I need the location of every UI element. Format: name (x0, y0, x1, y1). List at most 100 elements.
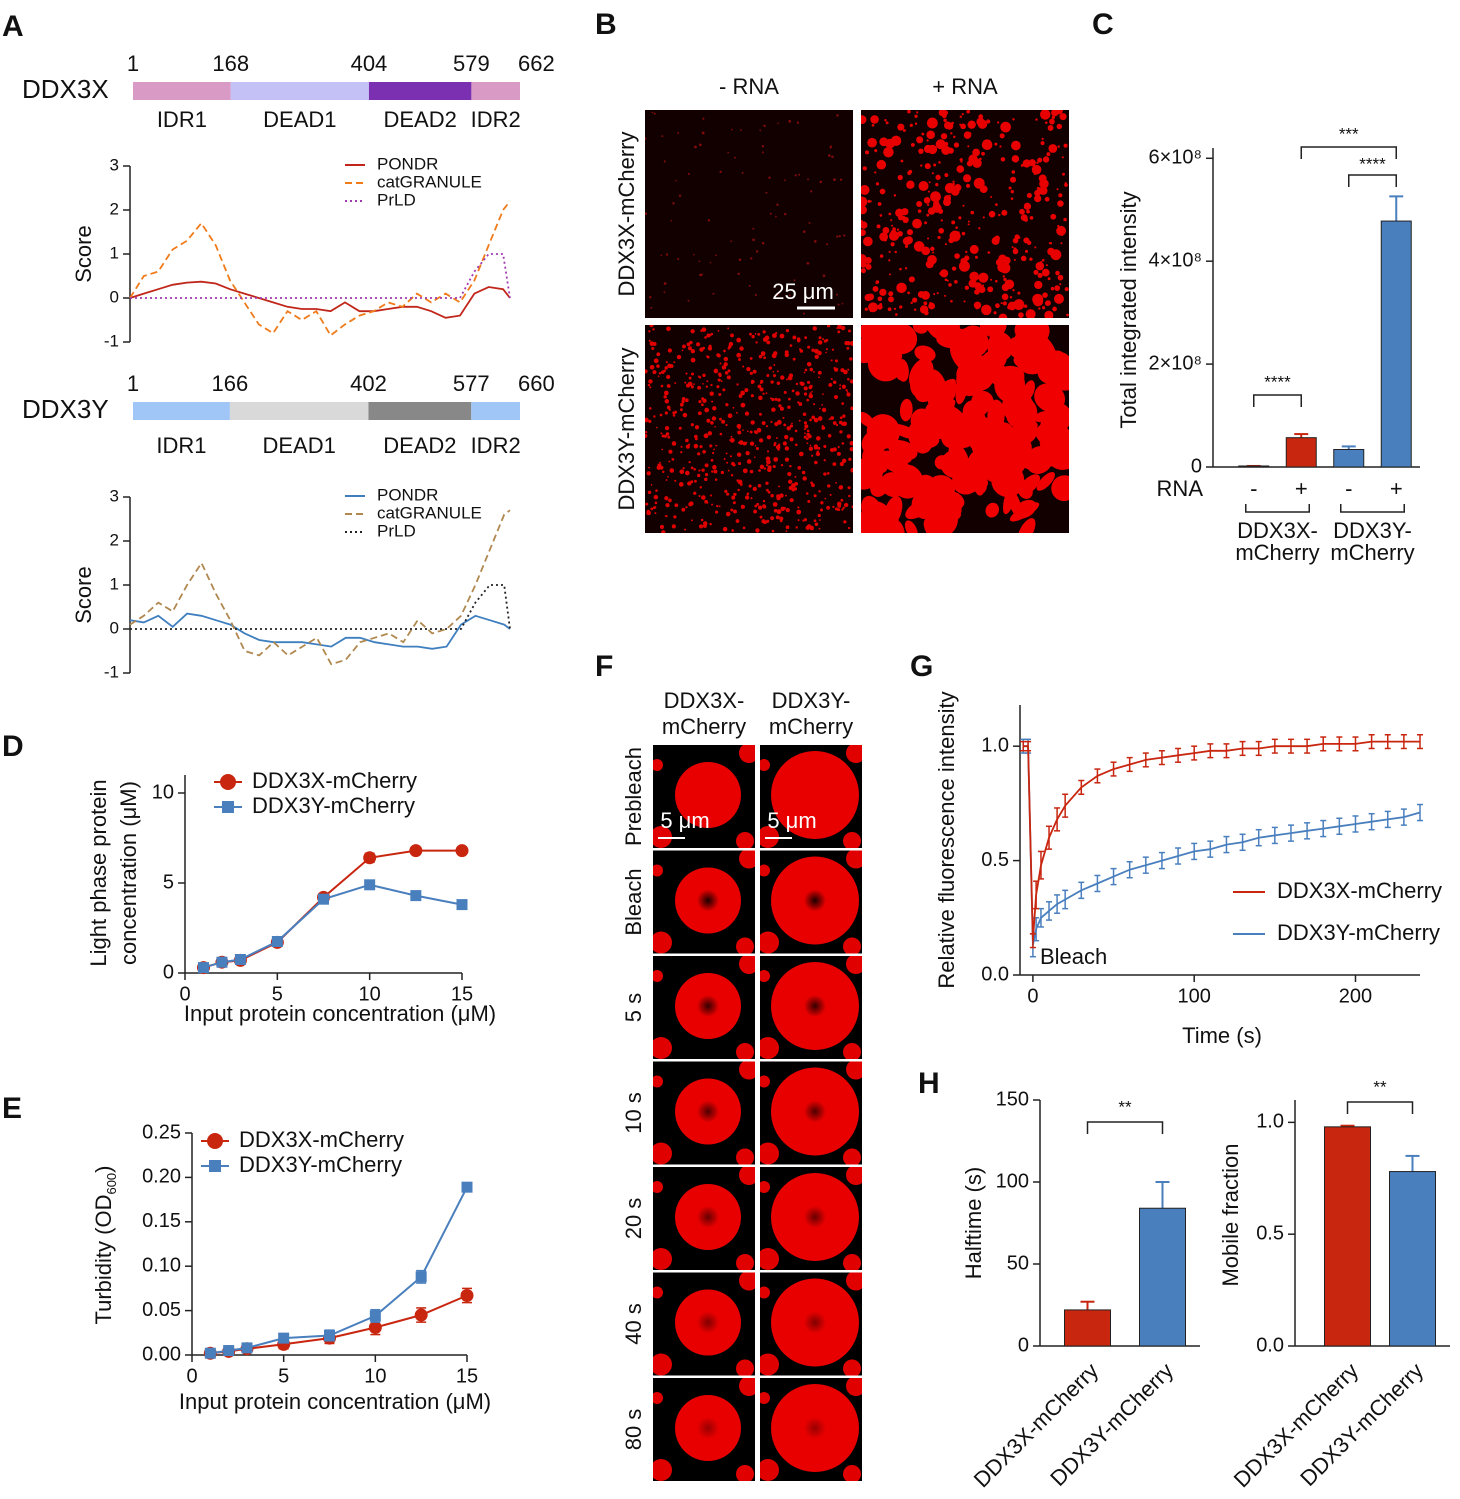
droplet (744, 388, 749, 393)
droplet (935, 142, 938, 145)
droplet (972, 148, 980, 157)
droplet (647, 490, 652, 495)
series-line (1023, 740, 1420, 941)
droplet (964, 285, 970, 290)
droplet (1003, 277, 1007, 282)
droplet (717, 354, 721, 358)
droplet (834, 367, 839, 372)
droplet (646, 471, 651, 476)
bar (1139, 1207, 1186, 1347)
droplet (719, 432, 723, 436)
droplet (768, 366, 773, 370)
droplet (653, 864, 663, 877)
x-axis-label: Input protein concentration (μM) (179, 1389, 491, 1414)
droplet (739, 745, 755, 763)
droplet (932, 251, 935, 254)
droplet (828, 154, 831, 157)
droplet (937, 235, 941, 240)
droplet (806, 398, 810, 402)
droplet (754, 444, 757, 447)
droplet (778, 485, 781, 488)
group-label: mCherry (1235, 540, 1319, 565)
marker (460, 1289, 474, 1303)
droplet (1033, 311, 1036, 314)
droplet (927, 254, 937, 265)
droplet (718, 372, 722, 376)
droplet (760, 759, 770, 771)
droplet (741, 172, 744, 175)
droplet (1044, 310, 1054, 318)
droplet (879, 254, 884, 258)
droplet (1061, 228, 1065, 231)
droplet (833, 394, 839, 400)
droplet (963, 300, 966, 303)
droplet (999, 145, 1002, 148)
droplet (944, 278, 948, 282)
droplet (769, 212, 772, 215)
droplet (794, 475, 797, 478)
droplet (812, 326, 817, 331)
bleach-spot (697, 1100, 719, 1123)
droplet (817, 446, 821, 450)
droplet (757, 505, 763, 510)
droplet (861, 268, 866, 274)
droplet (674, 410, 678, 414)
droplet (710, 470, 714, 473)
droplet (737, 479, 743, 485)
droplet (955, 226, 958, 229)
droplet (758, 469, 761, 472)
droplet (726, 461, 729, 464)
droplet (737, 488, 740, 492)
x-tick-label: 5 (272, 983, 283, 1005)
droplet (1041, 137, 1044, 140)
droplet (653, 1392, 663, 1404)
droplet (1041, 258, 1045, 262)
droplet (700, 525, 703, 528)
droplet (739, 850, 755, 869)
droplet (733, 156, 736, 159)
droplet (738, 394, 743, 398)
droplet (978, 416, 1008, 442)
droplet (921, 132, 925, 136)
droplet (660, 384, 664, 388)
droplet (666, 384, 671, 388)
droplet (1059, 113, 1067, 121)
droplet (679, 408, 683, 412)
droplet (730, 473, 734, 477)
droplet (831, 348, 835, 351)
droplet (685, 383, 691, 388)
droplet (646, 509, 651, 514)
droplet (841, 384, 847, 389)
droplet (792, 335, 797, 340)
droplet (951, 220, 956, 225)
droplet (784, 179, 786, 182)
droplet (972, 158, 982, 168)
droplet (1018, 484, 1033, 499)
y-tick-label: 6×10⁸ (1149, 147, 1203, 169)
droplet (701, 468, 705, 472)
droplet (808, 221, 811, 224)
series-line (130, 584, 511, 630)
droplet (653, 112, 656, 115)
droplet (789, 498, 794, 503)
droplet (653, 1353, 672, 1376)
bar (1380, 220, 1412, 468)
droplet (1000, 302, 1003, 305)
droplet (687, 172, 690, 176)
droplet (846, 745, 862, 763)
droplet (777, 515, 780, 519)
legend-label: DDX3X-mCherry (239, 1127, 404, 1152)
droplet (1057, 274, 1064, 281)
domain (471, 402, 520, 420)
droplet (725, 423, 728, 427)
droplet (977, 119, 988, 129)
droplet (884, 119, 887, 122)
protein-name: DDX3X (22, 74, 109, 104)
droplet (1044, 403, 1069, 435)
droplet (889, 273, 892, 276)
droplet (1023, 237, 1030, 244)
droplet (907, 291, 911, 295)
droplet (1018, 236, 1021, 239)
droplet (843, 1254, 861, 1270)
droplet (829, 146, 832, 149)
